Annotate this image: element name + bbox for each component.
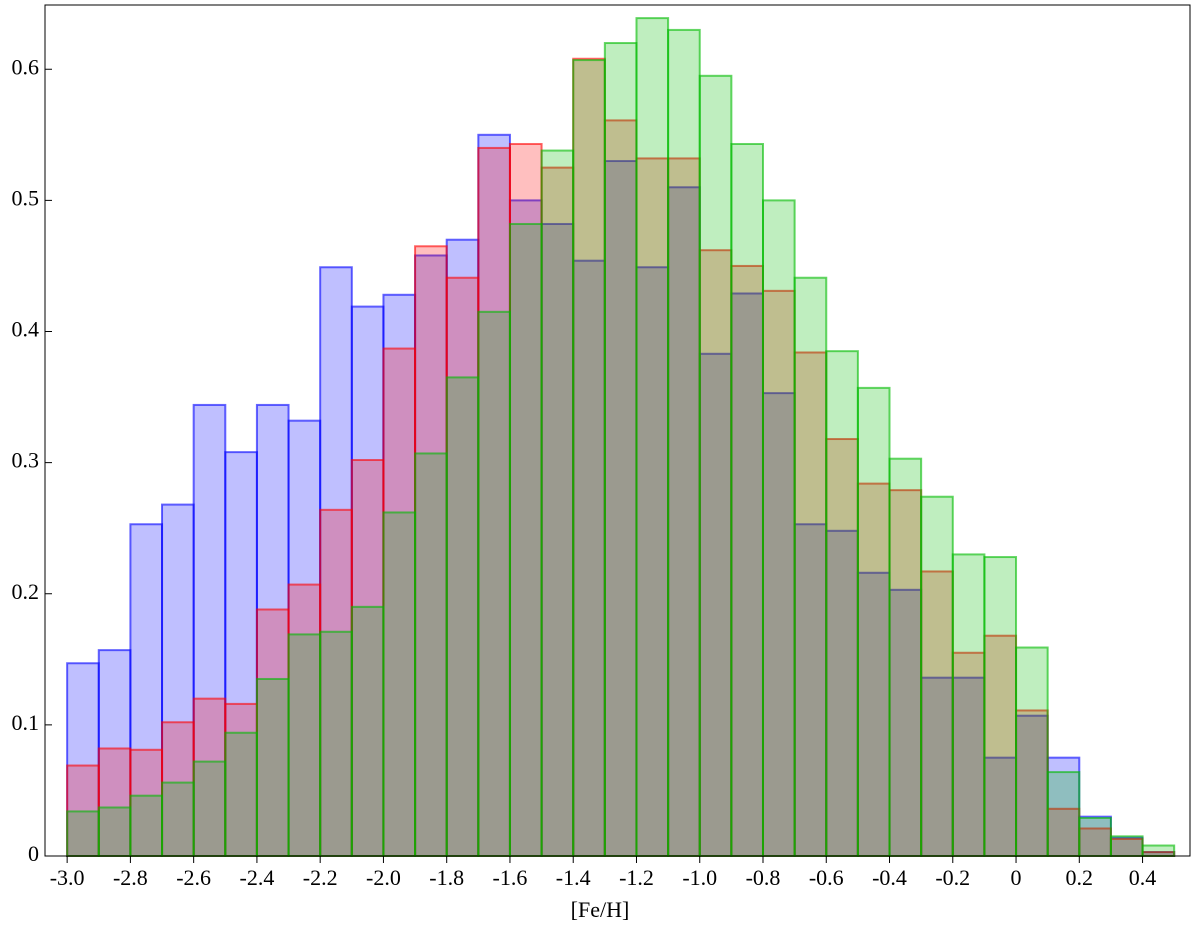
y-tick-label: 0.1 xyxy=(12,710,40,735)
x-tick-label: -1.0 xyxy=(682,865,717,890)
bar xyxy=(319,630,353,857)
bar xyxy=(224,451,258,857)
bar xyxy=(856,386,891,857)
bar xyxy=(635,157,670,858)
y-tick-label: 0 xyxy=(28,841,39,866)
bar xyxy=(761,199,796,857)
x-tick-label: -3.0 xyxy=(50,865,85,890)
bar xyxy=(825,350,859,857)
bar xyxy=(888,457,923,857)
bar xyxy=(224,731,258,857)
bar xyxy=(951,676,986,858)
bar xyxy=(761,289,796,858)
bar xyxy=(793,276,828,857)
bar xyxy=(1046,771,1081,858)
bar xyxy=(667,186,701,857)
bar xyxy=(477,310,511,858)
bar xyxy=(66,810,100,857)
bar xyxy=(920,570,954,857)
bar xyxy=(730,142,764,857)
y-tick-label: 0.6 xyxy=(12,54,40,79)
bar xyxy=(1109,835,1144,858)
y-tick-label: 0.3 xyxy=(12,448,40,473)
bar xyxy=(97,806,132,858)
bar xyxy=(255,677,290,857)
plot-frame xyxy=(44,4,1191,857)
bar xyxy=(698,74,733,858)
bar xyxy=(508,142,543,857)
bar xyxy=(667,28,701,858)
bar xyxy=(129,794,164,858)
bar xyxy=(572,59,606,857)
bar xyxy=(1015,646,1049,857)
bar xyxy=(161,781,195,858)
bar xyxy=(97,747,132,857)
x-tick-label: -0.4 xyxy=(872,865,907,890)
x-tick-label: 0 xyxy=(1011,865,1022,890)
bar xyxy=(1015,714,1049,858)
x-tick-label: -2.2 xyxy=(303,865,338,890)
bar xyxy=(1141,844,1176,857)
x-tick-label: -1.8 xyxy=(429,865,464,890)
bar xyxy=(540,149,575,858)
bar xyxy=(603,42,638,858)
bar xyxy=(951,553,986,858)
bar xyxy=(508,222,543,857)
bar xyxy=(920,495,954,857)
bar xyxy=(350,605,385,857)
x-tick-label: -2.8 xyxy=(113,865,148,890)
x-tick-label: -0.8 xyxy=(746,865,781,890)
x-tick-label: -1.4 xyxy=(556,865,591,890)
y-tick-label: 0.4 xyxy=(12,317,40,342)
bar xyxy=(635,17,670,857)
x-tick-label: -1.2 xyxy=(619,865,654,890)
bar xyxy=(414,254,448,858)
bar xyxy=(1046,807,1081,857)
bar xyxy=(698,249,733,858)
x-tick-label: 0.2 xyxy=(1066,865,1094,890)
bar xyxy=(445,276,480,857)
bar xyxy=(414,452,448,857)
bar xyxy=(477,146,511,858)
x-tick-label: -2.4 xyxy=(240,865,275,890)
x-tick-label: 0.4 xyxy=(1129,865,1157,890)
x-axis-label: [Fe/H] xyxy=(571,897,630,922)
bar xyxy=(730,292,764,858)
bar xyxy=(382,511,417,857)
bar xyxy=(445,376,480,857)
bar xyxy=(66,662,100,857)
bar xyxy=(635,266,670,857)
x-tick-label: -2.6 xyxy=(176,865,211,890)
y-tick-label: 0.2 xyxy=(12,579,40,604)
x-tick-label: -2.0 xyxy=(366,865,401,890)
bar xyxy=(761,392,796,857)
x-tick-label: -0.2 xyxy=(935,865,970,890)
bar xyxy=(856,482,891,857)
bar xyxy=(287,633,322,857)
bar xyxy=(192,760,227,858)
bar xyxy=(477,133,511,858)
bar xyxy=(1078,816,1112,858)
x-tick-label: -1.6 xyxy=(493,865,528,890)
bar xyxy=(983,556,1018,858)
x-tick-label: -0.6 xyxy=(809,865,844,890)
y-tick-label: 0.5 xyxy=(12,185,40,210)
